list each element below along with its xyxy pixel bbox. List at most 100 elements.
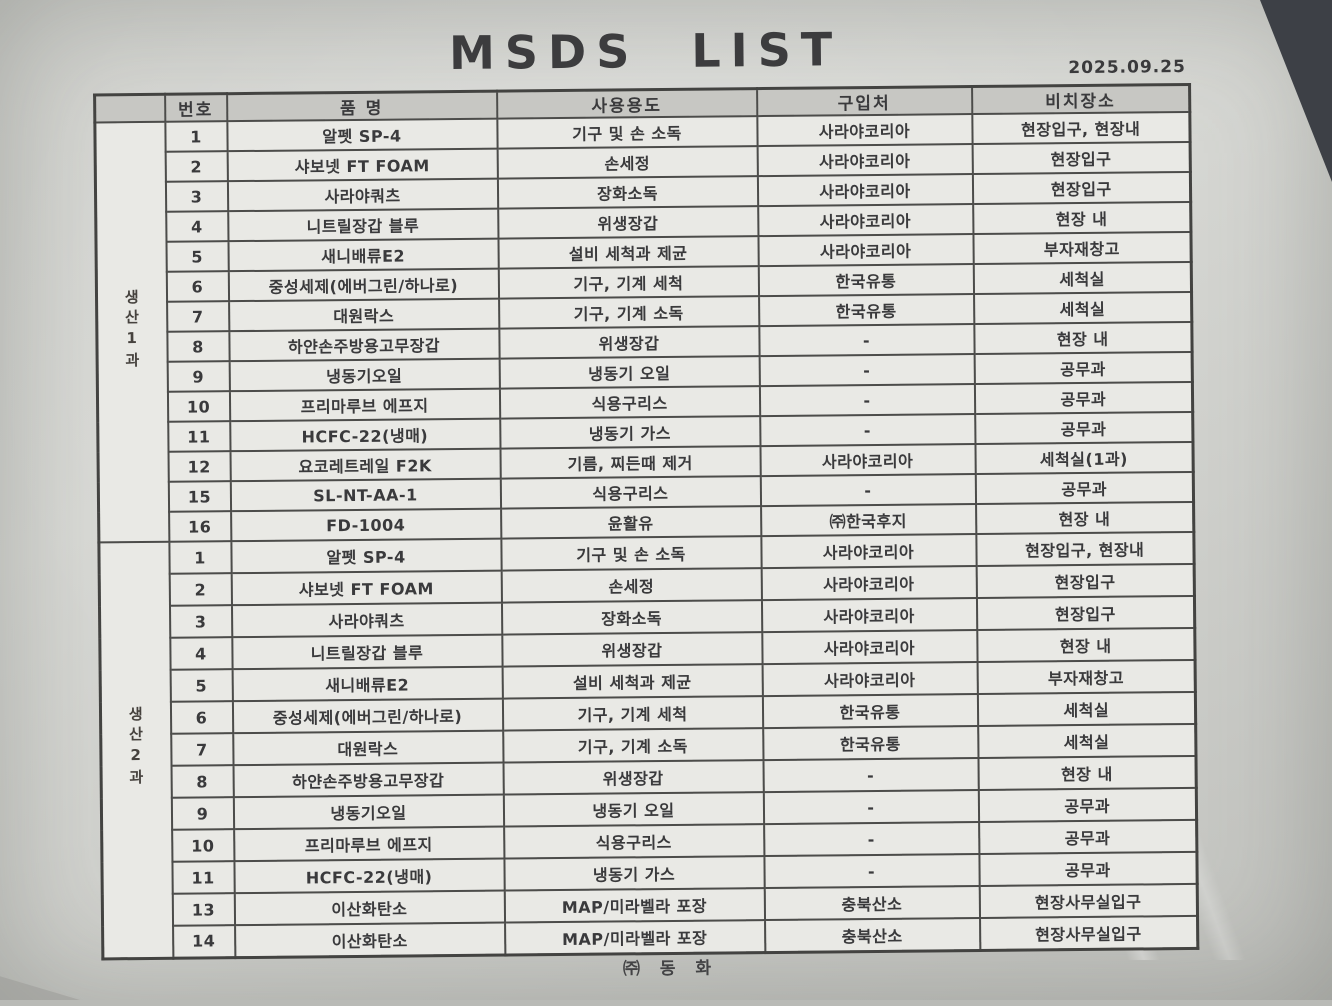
cell-name: 냉동기오일 (229, 359, 499, 392)
cell-use: 장화소독 (497, 176, 757, 208)
cell-name: 하얀손주방용고무장갑 (233, 763, 503, 798)
cell-vendor: 한국유통 (762, 694, 977, 728)
column-header: 번호 (165, 94, 227, 122)
cell-name: 대원락스 (233, 731, 503, 766)
cell-vendor: 사라야코리아 (758, 234, 973, 266)
cell-location: 현장 내 (973, 202, 1191, 234)
cell-use: 기구, 기계 세척 (498, 266, 758, 298)
cell-name: 샤보넷 FT FOAM (227, 149, 497, 182)
column-header: 구입처 (757, 87, 972, 117)
cell-location: 공무과 (975, 472, 1193, 504)
cell-vendor: 한국유통 (759, 294, 974, 326)
cell-no: 6 (166, 271, 228, 302)
cell-location: 현장사무실입구 (979, 884, 1197, 918)
cell-no: 9 (167, 361, 229, 392)
cell-location: 공무과 (978, 788, 1196, 822)
cell-no: 7 (167, 301, 229, 332)
cell-vendor: 사라야코리아 (760, 444, 975, 476)
cell-no: 8 (171, 765, 233, 798)
cell-name: 냉동기오일 (233, 795, 503, 830)
cell-location: 현장입구 (976, 564, 1194, 598)
cell-location: 현장 내 (974, 322, 1192, 354)
cell-name: 하얀손주방용고무장갑 (229, 329, 499, 362)
cell-use: 냉동기 가스 (500, 416, 760, 448)
cell-use: MAP/미라벨라 포장 (504, 888, 764, 922)
cell-name: 중성세제(에버그린/하나로) (228, 269, 498, 302)
cell-no: 15 (168, 481, 230, 512)
cell-name: 이산화탄소 (235, 923, 505, 958)
cell-no: 3 (165, 181, 227, 212)
cell-location: 공무과 (974, 382, 1192, 414)
cell-location: 세척실 (978, 724, 1196, 758)
cell-name: 요코레트레일 F2K (230, 449, 500, 482)
column-header: 사용용도 (497, 89, 757, 119)
cell-location: 세척실 (977, 692, 1195, 726)
cell-vendor: - (759, 354, 974, 386)
cell-vendor: - (760, 414, 975, 446)
cell-use: 식용구리스 (500, 476, 760, 508)
cell-vendor: 사라야코리아 (757, 174, 972, 206)
cell-no: 2 (165, 151, 227, 182)
cell-name: 이산화탄소 (234, 891, 504, 926)
column-header: 품 명 (227, 91, 497, 121)
cell-vendor: 사라야코리아 (761, 534, 976, 568)
cell-use: 기구, 기계 소독 (499, 296, 759, 328)
cell-use: 위생장갑 (499, 326, 759, 358)
cell-name: 새니배류E2 (228, 239, 498, 272)
cell-use: 설비 세척과 제균 (498, 236, 758, 268)
cell-location: 공무과 (979, 852, 1197, 886)
cell-no: 2 (169, 573, 231, 606)
cell-no: 4 (170, 637, 232, 670)
cell-no: 7 (171, 733, 233, 766)
cell-name: 알펫 SP-4 (227, 119, 497, 152)
cell-name: 샤보넷 FT FOAM (231, 571, 501, 606)
cell-use: 냉동기 가스 (504, 856, 764, 890)
corner-cell (95, 94, 165, 122)
cell-name: HCFC-22(냉매) (234, 859, 504, 894)
cell-use: 기구 및 손 소독 (497, 116, 757, 148)
cell-vendor: 사라야코리아 (762, 662, 977, 696)
cell-use: 식용구리스 (504, 824, 764, 858)
cell-vendor: 사라야코리아 (761, 598, 976, 632)
cell-vendor: 사라야코리아 (761, 566, 976, 600)
cell-name: 니트릴장갑 블루 (232, 635, 502, 670)
cell-vendor: - (764, 822, 979, 856)
cell-vendor: ㈜한국후지 (761, 504, 976, 536)
cell-use: 기구, 기계 세척 (502, 696, 762, 730)
cell-no: 12 (168, 451, 230, 482)
cell-vendor: 한국유통 (758, 264, 973, 296)
cell-vendor: 사라야코리아 (758, 204, 973, 236)
cell-use: MAP/미라벨라 포장 (505, 920, 765, 954)
cell-use: 기구 및 손 소독 (501, 536, 761, 570)
cell-vendor: - (759, 324, 974, 356)
section-label-1: 생산1과 (95, 122, 169, 543)
cell-use: 손세정 (501, 568, 761, 602)
cell-no: 11 (168, 421, 230, 452)
cell-no: 10 (167, 391, 229, 422)
cell-name: HCFC-22(냉매) (230, 419, 500, 452)
cell-use: 위생장갑 (502, 632, 762, 666)
cell-no: 13 (172, 893, 234, 926)
cell-name: 중성세제(에버그린/하나로) (232, 699, 502, 734)
cell-use: 냉동기 오일 (503, 792, 763, 826)
cell-no: 1 (165, 121, 227, 152)
cell-name: 새니배류E2 (232, 667, 502, 702)
cell-use: 위생장갑 (503, 760, 763, 794)
cell-use: 설비 세척과 제균 (502, 664, 762, 698)
cell-name: 사라야쿼츠 (227, 179, 497, 212)
cell-location: 현장 내 (978, 756, 1196, 790)
cell-location: 현장입구 (972, 142, 1190, 174)
cell-location: 세척실 (973, 262, 1191, 294)
cell-location: 공무과 (974, 352, 1192, 384)
cell-vendor: 한국유통 (763, 726, 978, 760)
cell-use: 기구, 기계 소독 (503, 728, 763, 762)
cell-name: FD-1004 (231, 509, 501, 542)
cell-vendor: - (763, 790, 978, 824)
cell-vendor: 사라야코리아 (757, 114, 972, 146)
cell-name: 사라야쿼츠 (231, 603, 501, 638)
cell-vendor: - (759, 384, 974, 416)
cell-use: 식용구리스 (499, 386, 759, 418)
cell-no: 6 (170, 701, 232, 734)
